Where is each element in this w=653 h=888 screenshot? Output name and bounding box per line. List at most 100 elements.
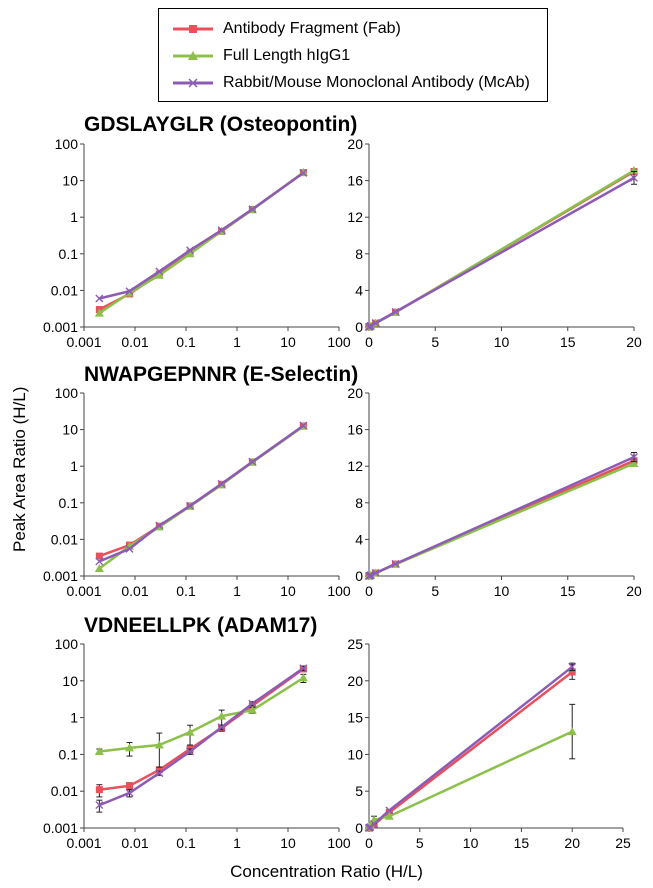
panel-title-osteopontin: GDSLAYGLR (Osteopontin): [84, 113, 358, 136]
x-tick-label: 0.01: [121, 835, 148, 851]
x-tick-label: 5: [431, 583, 439, 599]
y-tick-label: 0: [355, 568, 363, 584]
data-point-rabbit-mouse-monoclonal-: [299, 421, 308, 430]
marker-stroke: [95, 294, 104, 303]
x-tick-label: 0.001: [66, 334, 101, 350]
data-point-full-length-higg1: [217, 711, 227, 720]
marker-stroke: [217, 226, 226, 235]
series-line-antibody-fragment-fab: [99, 667, 305, 791]
data-point-rabbit-mouse-monoclonal-: [217, 479, 226, 488]
series-line-antibody-fragment-fab: [367, 671, 573, 830]
marker-stroke: [391, 307, 400, 316]
data-point-rabbit-mouse-monoclonal-: [95, 801, 104, 810]
series-line-rabbit-mouse-monoclonal-: [98, 424, 305, 563]
marker-stroke: [186, 747, 195, 756]
y-tick-label: 0.001: [43, 568, 78, 584]
data-point-rabbit-mouse-monoclonal-: [217, 723, 226, 732]
data-point-full-length-higg1: [124, 743, 134, 752]
marker-stroke: [299, 421, 308, 430]
data-point-antibody-fragment-fab: [568, 668, 576, 676]
series-line-antibody-fragment-fab: [98, 171, 305, 311]
y-tick-label: 1: [70, 710, 78, 726]
x-tick-label: 20: [564, 835, 580, 851]
legend-swatch-fab: [173, 25, 213, 33]
x-tick-label: 20: [626, 334, 642, 350]
x-tick-label: 10: [494, 583, 510, 599]
data-point-rabbit-mouse-monoclonal-: [248, 205, 257, 214]
x-tick-label: 10: [280, 835, 296, 851]
y-tick-label: 4: [355, 282, 363, 298]
data-point-rabbit-mouse-monoclonal-: [371, 318, 380, 327]
x-axis-label: Concentration Ratio (H/L): [230, 862, 423, 881]
x-tick-label: 0.01: [121, 334, 148, 350]
marker-stroke: [125, 287, 134, 296]
x-tick-label: 5: [416, 835, 424, 851]
chart-panel-3: 0.001 0.01 0.1 1 10 100 0.001 0.01 0.1 1 10 100: [43, 385, 351, 599]
data-point-full-length-higg1: [154, 270, 164, 279]
marker-stroke: [299, 664, 308, 673]
data-point-rabbit-mouse-monoclonal-: [125, 287, 134, 296]
y-tick-label: 0.01: [51, 783, 78, 799]
series-line-rabbit-mouse-monoclonal-: [367, 665, 573, 830]
y-tick-label: 100: [55, 636, 79, 652]
y-tick-label: 15: [347, 710, 363, 726]
legend: Antibody Fragment (Fab) Full Length hIgG…: [158, 8, 548, 102]
y-tick-label: 16: [347, 173, 363, 189]
data-point-rabbit-mouse-monoclonal-: [248, 457, 257, 466]
chart-panel-2: 0 4 8 12 16 20 0 5 10 15 20: [347, 136, 642, 350]
data-point-rabbit-mouse-monoclonal-: [186, 747, 195, 756]
y-tick-label: 0.1: [59, 746, 79, 762]
y-tick-label: 20: [347, 385, 363, 401]
legend-label-fab: Antibody Fragment (Fab): [223, 20, 401, 37]
data-point-full-length-higg1: [185, 727, 195, 736]
marker-stroke: [385, 806, 394, 815]
marker-stroke: [217, 723, 226, 732]
chart-panel-1: 0.001 0.01 0.1 1 10 100 0.001 0.01 0.1 1 10 100: [43, 136, 351, 350]
x-tick-label: 0: [365, 334, 373, 350]
y-tick-label: 1: [70, 458, 78, 474]
data-point-antibody-fragment-fab: [95, 552, 103, 560]
data-point-rabbit-mouse-monoclonal-: [366, 321, 375, 330]
data-point-rabbit-mouse-monoclonal-: [366, 571, 375, 580]
data-point-antibody-fragment-fab: [95, 786, 103, 794]
series-line-rabbit-mouse-monoclonal-: [367, 455, 635, 578]
x-tick-label: 1: [233, 583, 241, 599]
data-point-rabbit-mouse-monoclonal-: [385, 806, 394, 815]
y-tick-label: 0.01: [51, 531, 78, 547]
x-tick-label: 10: [280, 334, 296, 350]
x-tick-label: 15: [514, 835, 530, 851]
marker-stroke: [217, 479, 226, 488]
y-tick-label: 0.1: [59, 246, 79, 262]
legend-label-higg1: Full Length hIgG1: [223, 47, 351, 64]
data-point-rabbit-mouse-monoclonal-: [186, 501, 195, 510]
y-tick-label: 100: [55, 136, 79, 152]
y-tick-label: 25: [347, 636, 363, 652]
marker-stroke: [299, 168, 308, 177]
marker-stroke: [370, 819, 379, 828]
marker-stroke: [371, 318, 380, 327]
x-tick-label: 0.1: [176, 334, 196, 350]
x-tick-label: 100: [327, 334, 351, 350]
y-tick-label: 0.001: [43, 319, 78, 335]
x-tick-label: 5: [431, 334, 439, 350]
y-tick-label: 10: [62, 673, 78, 689]
x-tick-label: 10: [463, 835, 479, 851]
data-point-full-length-higg1: [629, 166, 639, 175]
data-point-rabbit-mouse-monoclonal-: [95, 294, 104, 303]
data-point-full-length-higg1: [94, 564, 104, 573]
legend-swatch-higg1: [173, 51, 213, 60]
marker-stroke: [155, 769, 164, 778]
y-tick-label: 20: [347, 673, 363, 689]
y-tick-label: 8: [355, 246, 363, 262]
y-tick-label: 20: [347, 136, 363, 152]
data-point-antibody-fragment-fab: [155, 766, 163, 774]
y-tick-label: 0.1: [59, 495, 79, 511]
y-tick-label: 10: [62, 422, 78, 438]
series-line-rabbit-mouse-monoclonal-: [99, 171, 305, 300]
marker-stroke: [366, 571, 375, 580]
data-point-rabbit-mouse-monoclonal-: [391, 307, 400, 316]
x-tick-label: 0: [365, 583, 373, 599]
y-tick-label: 16: [347, 422, 363, 438]
y-tick-label: 10: [347, 746, 363, 762]
